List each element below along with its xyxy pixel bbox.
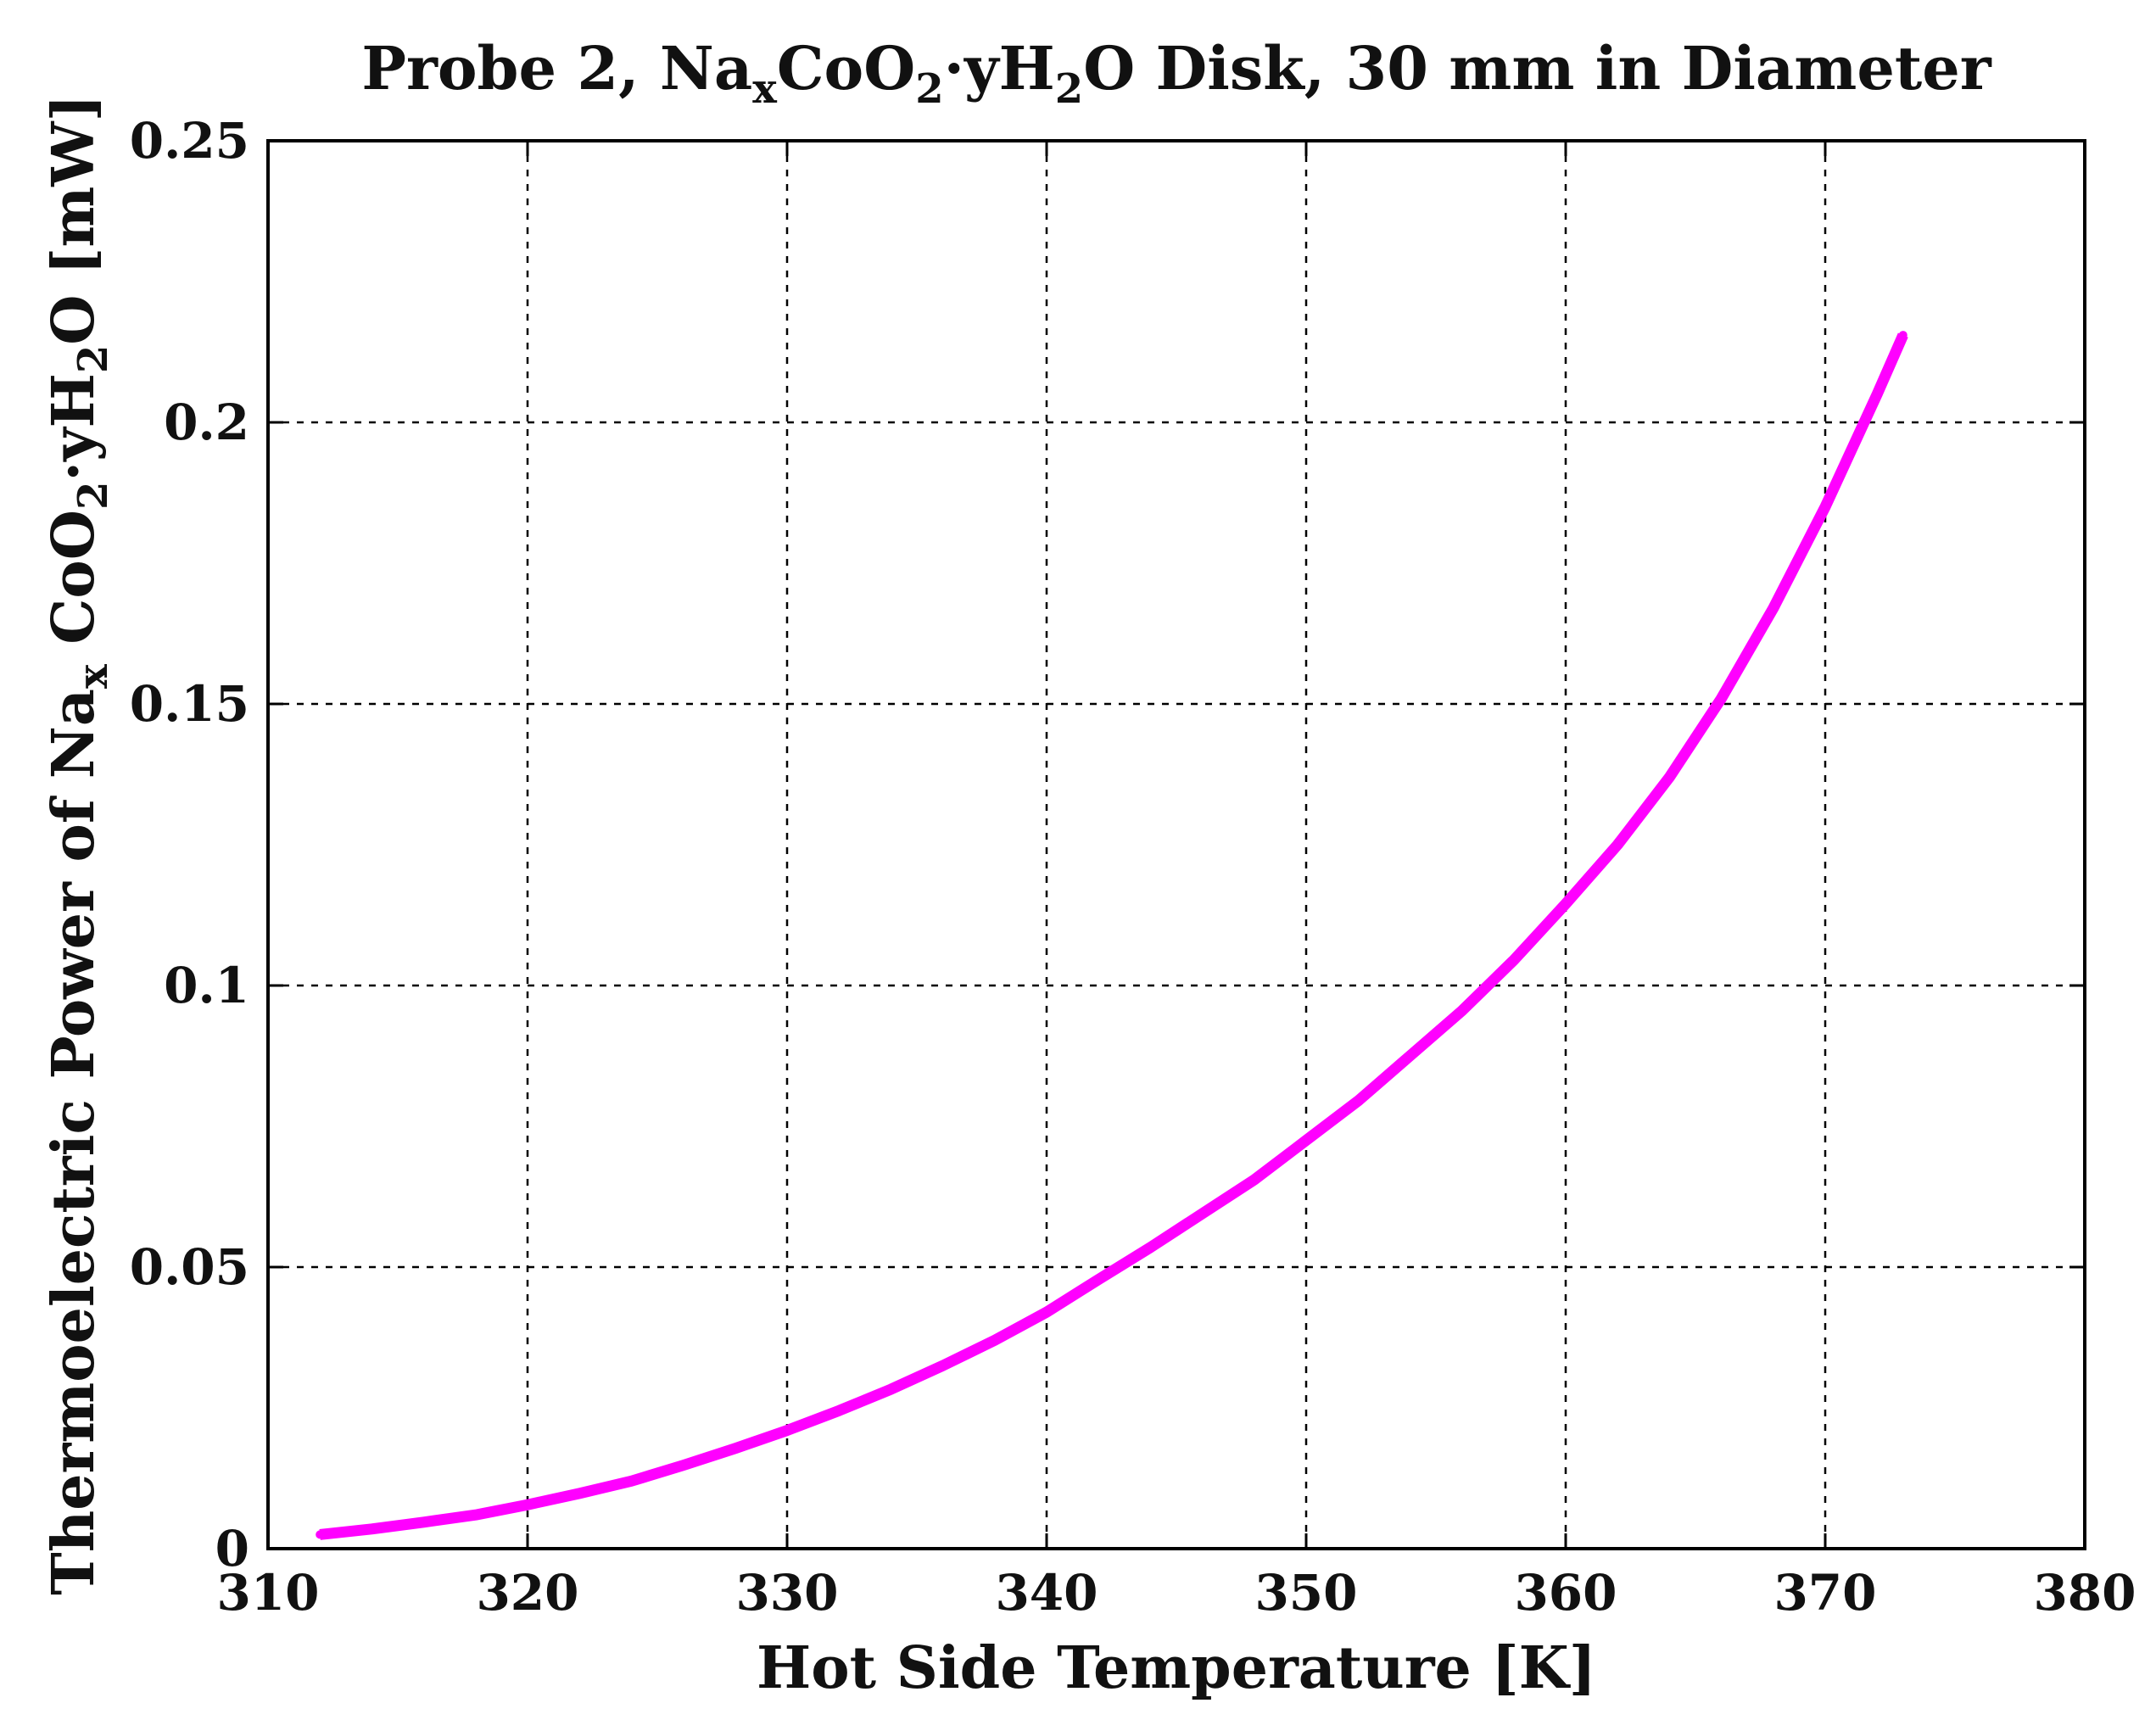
data-point (316, 1530, 325, 1539)
x-tick-label: 350 (1254, 1564, 1357, 1622)
data-point (990, 1336, 999, 1345)
data-point (419, 1517, 428, 1527)
data-point (1405, 1052, 1415, 1060)
data-point (1768, 604, 1778, 613)
x-tick-label: 330 (735, 1564, 838, 1622)
data-point (1042, 1308, 1051, 1317)
series-line (319, 332, 1908, 1540)
y-tick-label: 0.15 (130, 675, 249, 733)
y-axis-label: Thermoelectric Power of Nax CoO2·yH2O [m… (40, 94, 117, 1595)
data-point (471, 1510, 480, 1520)
data-point (1717, 694, 1726, 703)
data-point (1613, 840, 1623, 849)
data-point (1094, 1275, 1103, 1284)
x-tick-label: 340 (995, 1564, 1098, 1622)
x-axis-label: Hot Side Temperature [K] (757, 1634, 1596, 1702)
data-point (627, 1477, 636, 1486)
data-point (1509, 956, 1518, 965)
data-point (886, 1385, 896, 1394)
data-point (1354, 1097, 1363, 1106)
data-point (679, 1460, 688, 1470)
data-point (575, 1488, 584, 1498)
grid (268, 141, 2085, 1549)
x-tick-label: 310 (216, 1564, 319, 1622)
data-point (1561, 899, 1570, 908)
x-tick-label: 320 (476, 1564, 578, 1622)
data-point (523, 1500, 532, 1510)
y-tick-label: 0 (215, 1520, 249, 1577)
data-point (1146, 1242, 1155, 1252)
series-group (316, 331, 1908, 1540)
chart-title: Probe 2, NaxCoO2·yH2O Disk, 30 mm in Dia… (361, 33, 1991, 113)
data-point (783, 1426, 791, 1435)
data-point (1665, 773, 1674, 782)
data-point (1457, 1006, 1466, 1015)
y-tick-label: 0.2 (164, 394, 249, 451)
x-tick-label: 370 (1773, 1564, 1876, 1622)
data-point (1198, 1209, 1207, 1218)
data-point (730, 1443, 740, 1453)
data-point (1873, 389, 1882, 399)
y-tick-label: 0.1 (164, 957, 249, 1014)
x-tick-label: 380 (2033, 1564, 2136, 1622)
y-tick-label: 0.05 (130, 1238, 249, 1296)
axis-ticks: 310 320 330 340 350 360 370 380 0 0.05 0.1 0.15 0.2 0… (130, 112, 2136, 1622)
y-tick-label: 0.25 (130, 112, 249, 170)
x-tick-label: 360 (1514, 1564, 1617, 1622)
data-point (835, 1406, 844, 1416)
data-point (1898, 331, 1907, 340)
data-point (1249, 1175, 1259, 1185)
data-point (938, 1361, 947, 1371)
data-point (1821, 502, 1829, 511)
data-point (1302, 1136, 1310, 1145)
data-point (367, 1524, 377, 1533)
plot-frame (266, 139, 2086, 1550)
